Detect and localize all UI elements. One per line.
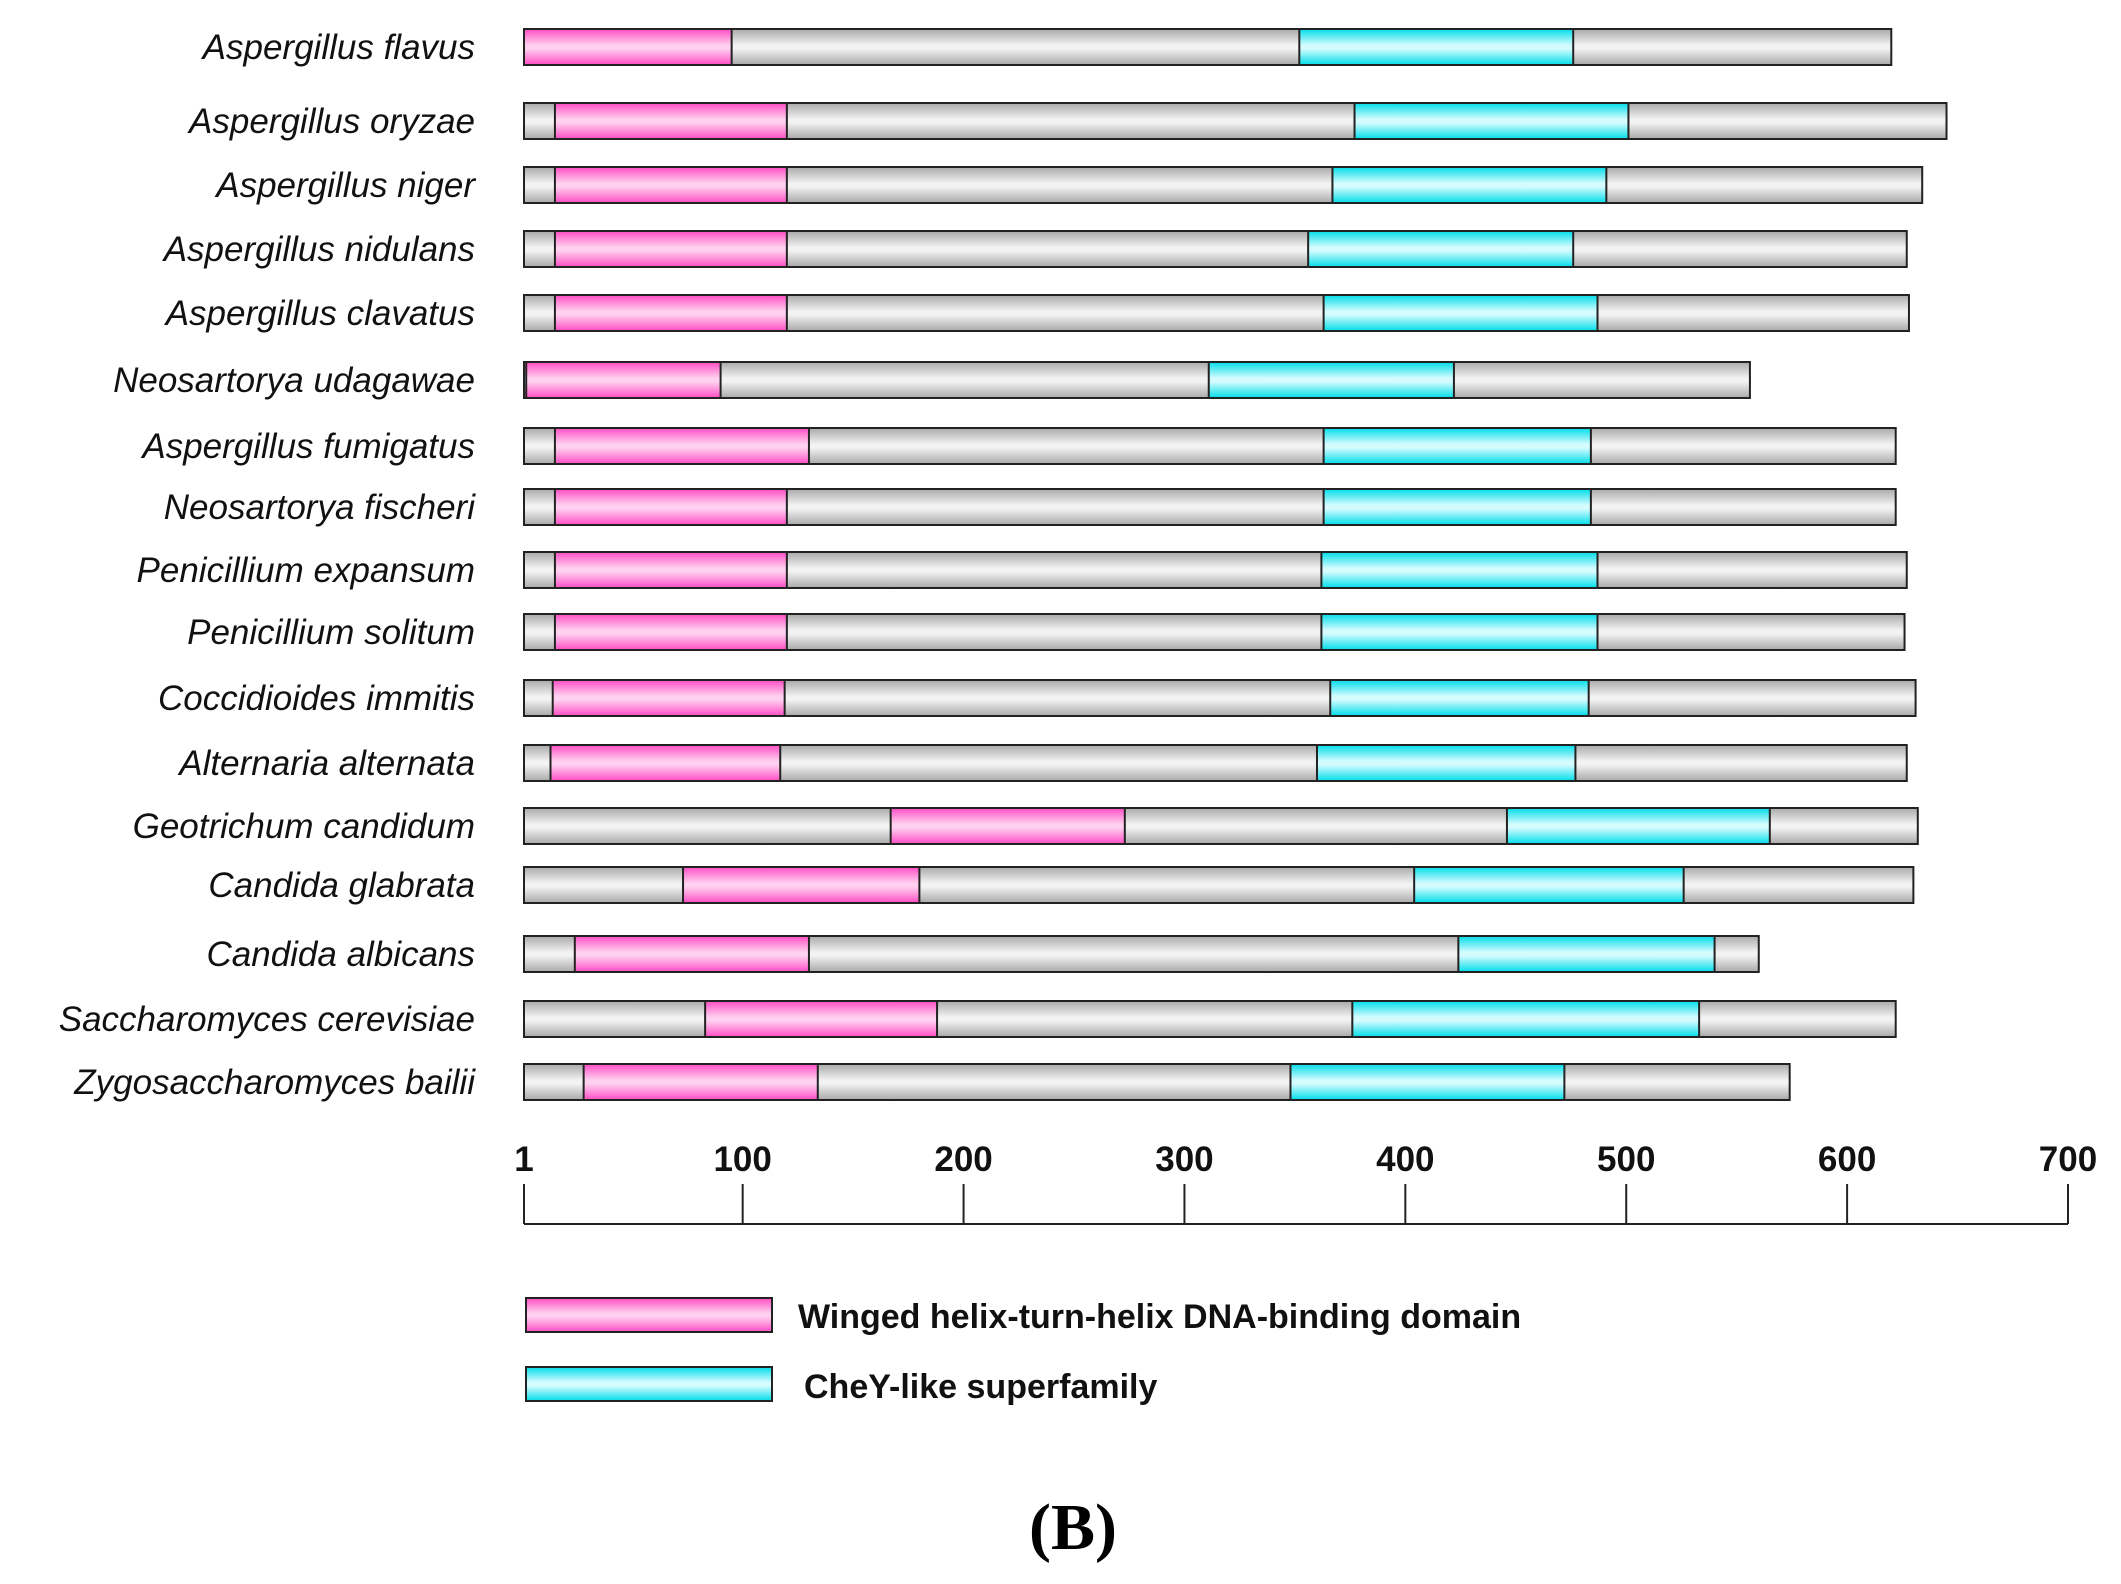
protein-row: Zygosaccharomyces bailii <box>73 1063 1791 1102</box>
protein-row: Aspergillus oryzae <box>187 102 1948 141</box>
protein-row: Penicillium expansum <box>137 551 1908 590</box>
protein-row: Aspergillus fumigatus <box>140 427 1897 466</box>
whth-domain <box>525 361 722 399</box>
protein-row: Geotrichum candidum <box>133 807 1919 846</box>
whth-domain <box>553 488 788 526</box>
species-label: Coccidioides immitis <box>158 679 475 718</box>
axis-tick-label: 100 <box>713 1140 771 1179</box>
species-label: Geotrichum candidum <box>133 807 475 846</box>
species-label: Aspergillus clavatus <box>164 294 475 333</box>
species-label: Zygosaccharomyces bailii <box>73 1063 476 1102</box>
legend: Winged helix-turn-helix DNA-binding doma… <box>525 1297 1521 1406</box>
whth-domain <box>682 866 921 904</box>
legend-swatch-whth <box>525 1297 773 1333</box>
whth-domain <box>523 28 733 66</box>
axis-tick-label: 600 <box>1818 1140 1876 1179</box>
chey-domain <box>1320 613 1599 651</box>
whth-domain <box>553 294 788 332</box>
protein-row: Penicillium solitum <box>187 613 1906 652</box>
whth-domain <box>553 427 810 465</box>
species-label: Aspergillus flavus <box>201 28 475 67</box>
protein-bar <box>523 361 1751 399</box>
species-label: Aspergillus fumigatus <box>140 427 475 466</box>
species-label: Penicillium expansum <box>137 551 475 590</box>
protein-row: Saccharomyces cerevisiae <box>59 1000 1897 1039</box>
whth-domain <box>553 613 788 651</box>
chey-domain <box>1329 679 1590 717</box>
chey-domain <box>1322 294 1599 332</box>
axis-tick-label: 400 <box>1376 1140 1434 1179</box>
species-label: Candida albicans <box>206 935 475 974</box>
protein-row: Candida albicans <box>206 935 1760 974</box>
chey-domain <box>1351 1000 1701 1038</box>
protein-rows: Aspergillus flavus Aspergillus oryzae Aspe… <box>59 28 1948 1102</box>
protein-row: Neosartorya fischeri <box>164 488 1897 527</box>
protein-row: Candida glabrata <box>208 866 1915 905</box>
species-label: Neosartorya fischeri <box>164 488 476 527</box>
protein-row: Coccidioides immitis <box>158 679 1917 718</box>
whth-domain <box>573 935 810 973</box>
species-label: Aspergillus nidulans <box>162 230 475 269</box>
axis-tick-label: 700 <box>2039 1140 2097 1179</box>
chey-domain <box>1289 1063 1566 1101</box>
protein-row: Aspergillus clavatus <box>164 294 1910 333</box>
legend-label-whth: Winged helix-turn-helix DNA-binding doma… <box>798 1298 1521 1336</box>
chey-domain <box>1322 488 1592 526</box>
chey-domain <box>1298 28 1575 66</box>
species-label: Alternaria alternata <box>177 744 475 783</box>
chey-domain <box>1331 166 1608 204</box>
axis-tick-label: 500 <box>1597 1140 1655 1179</box>
protein-row: Aspergillus nidulans <box>162 230 1908 269</box>
species-label: Neosartorya udagawae <box>113 361 475 400</box>
whth-domain <box>553 230 788 268</box>
protein-row: Alternaria alternata <box>177 744 1908 783</box>
protein-row: Aspergillus flavus <box>201 28 1893 67</box>
chey-domain <box>1505 807 1771 845</box>
protein-row: Neosartorya udagawae <box>113 361 1751 400</box>
whth-domain <box>553 551 788 589</box>
whth-domain <box>549 744 782 782</box>
chey-domain <box>1353 102 1630 140</box>
species-label: Aspergillus niger <box>214 166 476 205</box>
chey-domain <box>1307 230 1575 268</box>
chey-domain <box>1322 427 1592 465</box>
species-label: Candida glabrata <box>208 866 475 905</box>
whth-domain <box>553 166 788 204</box>
position-axis: 1 100 200 300 400 500 600 700 <box>514 1140 2097 1225</box>
protein-row: Aspergillus niger <box>214 166 1924 205</box>
species-label: Penicillium solitum <box>187 613 475 652</box>
panel-label: (B) <box>1029 1491 1117 1564</box>
species-label: Saccharomyces cerevisiae <box>59 1000 475 1039</box>
chey-domain <box>1413 866 1685 904</box>
whth-domain <box>553 102 788 140</box>
axis-tick-label: 1 <box>514 1140 533 1179</box>
chey-domain <box>1207 361 1455 399</box>
whth-domain <box>582 1063 819 1101</box>
axis-tick-label: 300 <box>1155 1140 1213 1179</box>
whth-domain <box>704 1000 939 1038</box>
chey-domain <box>1315 744 1577 782</box>
legend-swatch-chey <box>525 1366 773 1402</box>
chey-domain <box>1457 935 1716 973</box>
whth-domain <box>551 679 786 717</box>
axis-tick-label: 200 <box>934 1140 992 1179</box>
chey-domain <box>1320 551 1599 589</box>
species-label: Aspergillus oryzae <box>187 102 475 141</box>
legend-label-chey: CheY-like superfamily <box>804 1368 1157 1406</box>
whth-domain <box>889 807 1126 845</box>
